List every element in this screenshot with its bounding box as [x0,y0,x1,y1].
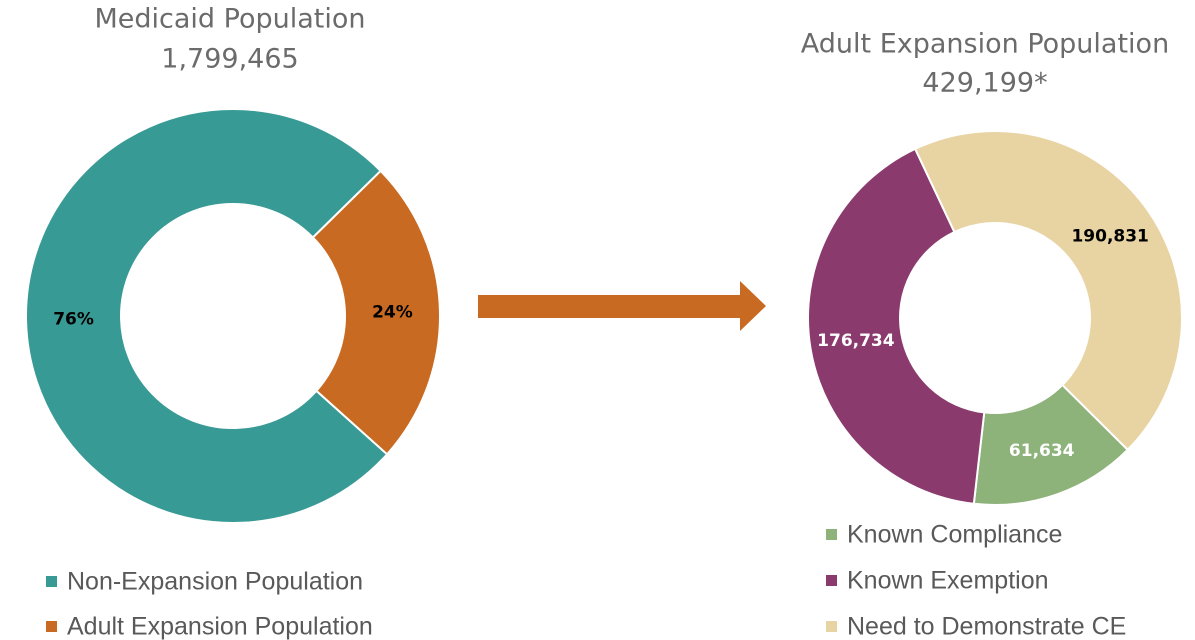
data-label: 61,634 [1009,441,1075,461]
legend-label: Non-Expansion Population [67,568,363,596]
legend-label: Known Exemption [847,567,1049,595]
legend-label: Need to Demonstrate CE [847,613,1126,640]
legend-swatch [826,575,837,586]
data-label: 76% [53,310,94,330]
legend-swatch [826,621,837,632]
chart-title: Adult Expansion Population [801,29,1169,60]
legend-swatch [826,529,837,540]
chart-subtitle: 429,199* [922,68,1047,99]
chart-title: Medicaid Population [94,4,365,35]
slice [311,169,441,456]
slice [807,147,986,505]
legend-swatch [46,621,57,632]
chart-subtitle: 1,799,465 [161,44,298,75]
legend-label: Adult Expansion Population [67,613,373,640]
data-label: 190,831 [1071,227,1148,247]
legend-label: Known Compliance [847,521,1062,549]
arrow [478,281,766,331]
data-label: 24% [372,302,413,322]
legend-swatch [46,576,57,587]
slice [25,108,389,524]
data-label: 176,734 [817,331,895,351]
slice [913,130,1183,452]
